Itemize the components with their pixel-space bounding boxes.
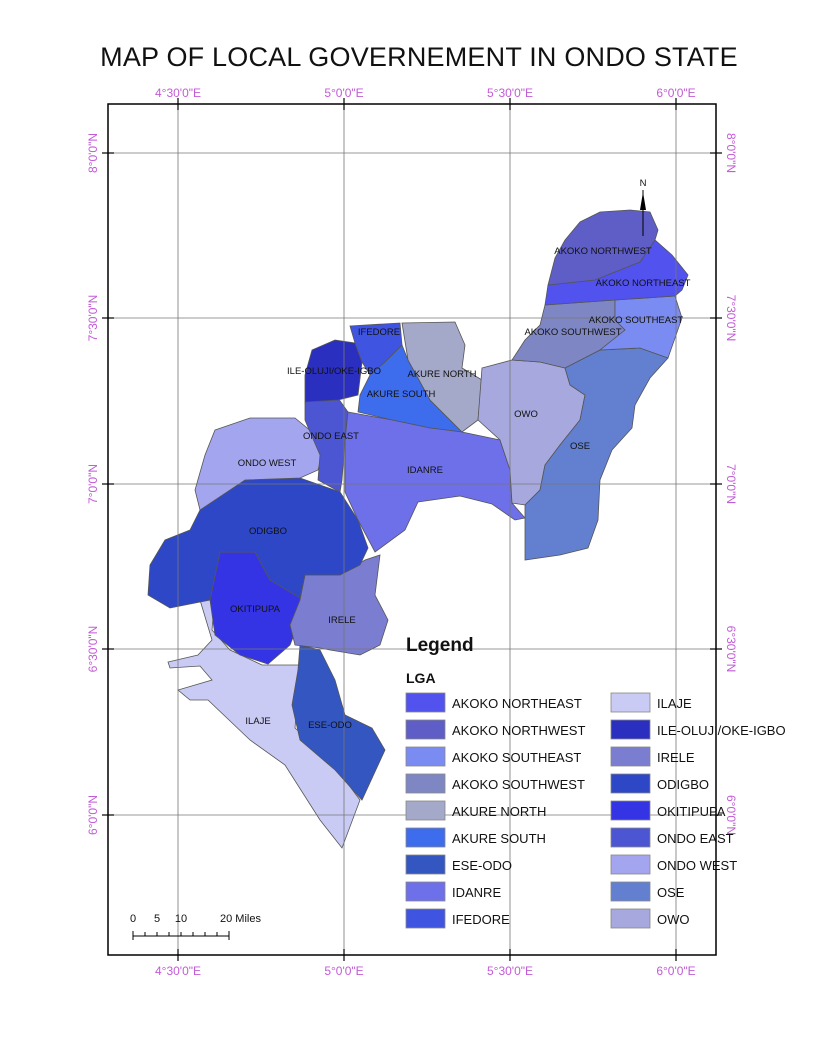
legend: Legend LGA AKOKO NORTHEAST AKOKO NORTHWES… [405,635,786,929]
lat-label-left-2: 7°30'0"N [86,295,100,342]
legend-swatch-odigbo [610,773,651,794]
legend-label-owo: OWO [657,912,690,927]
region-ondo-east[interactable] [304,397,349,493]
legend-title: Legend [406,635,474,656]
label-akoko-southwest: AKOKO SOUTHWEST [524,327,621,338]
lon-label-top-2: 5°0'0"E [324,86,363,100]
lat-label-left-5: 6°0'0"N [86,795,100,835]
lon-label-top-4: 6°0'0"E [656,86,695,100]
legend-label-ondo-west: ONDO WEST [657,858,737,873]
region-ose[interactable] [524,347,669,561]
legend-swatch-ose [610,881,651,902]
label-ondo-east: ONDO EAST [303,431,359,442]
legend-swatch-akoko-northwest [405,719,446,740]
legend-swatch-akoko-southeast [405,746,446,767]
region-ile-oluji[interactable] [304,339,363,403]
label-idanre: IDANRE [407,465,443,476]
label-okitipupa: OKITIPUPA [230,604,281,615]
north-arrow-icon: N [640,178,647,236]
label-akoko-northwest: AKOKO NORTHWEST [554,246,652,257]
label-akoko-northeast: AKOKO NORTHEAST [596,278,691,289]
label-ose: OSE [570,441,590,452]
legend-label-akoko-southwest: AKOKO SOUTHWEST [452,777,585,792]
legend-swatch-irele [610,746,651,767]
legend-label-ile-oluji-oke-igbo: ILE-OLUJI/OKE-IGBO [657,723,786,738]
legend-swatch-ondo-west [610,854,651,875]
lat-label-left-3: 7°0'0"N [86,464,100,504]
label-ilaje: ILAJE [245,716,270,727]
legend-swatch-akure-north [405,800,446,821]
label-ile-oluji: ILE-OLUJI/OKE-IGBO [287,366,381,377]
scale-label-20: 20 Miles [220,913,261,925]
north-arrow-label: N [640,178,647,189]
lat-label-left-4: 6°30'0"N [86,626,100,673]
legend-swatch-akure-south [405,827,446,848]
label-ese-odo: ESE-ODO [308,720,352,731]
label-irele: IRELE [328,615,355,626]
region-ese-odo[interactable] [291,644,386,801]
legend-label-akoko-northwest: AKOKO NORTHWEST [452,723,585,738]
region-idanre[interactable] [344,411,526,553]
lon-label-top-3: 5°30'0"E [487,86,533,100]
lga-regions [147,209,689,849]
scale-label-5: 5 [154,913,160,925]
label-ifedore: IFEDORE [358,327,400,338]
lon-label-bottom-1: 4°30'0"E [155,964,201,978]
legend-label-okitipupa: OKITIPUPA [657,804,726,819]
lga-labels: AKOKO NORTHWEST AKOKO NORTHEAST AKOKO SO… [230,246,691,731]
scale-label-10: 10 [175,913,187,925]
legend-swatch-okitipupa [610,800,651,821]
lon-label-top-1: 4°30'0"E [155,86,201,100]
legend-label-akure-north: AKURE NORTH [452,804,546,819]
legend-swatch-ondo-east [610,827,651,848]
lat-label-right-5: 6°0'0"N [724,795,738,835]
legend-label-akure-south: AKURE SOUTH [452,831,546,846]
lon-label-bottom-3: 5°30'0"E [487,964,533,978]
region-akoko-southeast[interactable] [598,295,683,359]
label-odigbo: ODIGBO [249,526,287,537]
map-title: MAP OF LOCAL GOVERNEMENT IN ONDO STATE [100,42,738,72]
legend-label-idanre: IDANRE [452,885,501,900]
label-owo: OWO [514,409,538,420]
legend-label-irele: IRELE [657,750,695,765]
scale-bar: 0 5 10 20 Miles [130,913,261,940]
region-akoko-northwest[interactable] [547,209,659,286]
legend-swatch-ifedore [405,908,446,929]
legend-swatch-akoko-southwest [405,773,446,794]
legend-label-odigbo: ODIGBO [657,777,709,792]
label-akoko-southeast: AKOKO SOUTHEAST [589,315,684,326]
lon-label-bottom-2: 5°0'0"E [324,964,363,978]
region-odigbo[interactable] [147,477,369,609]
lon-label-bottom-4: 6°0'0"E [656,964,695,978]
legend-swatch-ilaje [610,692,651,713]
legend-label-ose: OSE [657,885,685,900]
scale-label-0: 0 [130,913,136,925]
frame-ticks [102,98,722,961]
legend-label-ifedore: IFEDORE [452,912,510,927]
lat-label-right-4: 6°30'0"N [724,626,738,673]
legend-swatch-ile-oluji-oke-igbo [610,719,651,740]
lat-label-right-2: 7°30'0"N [724,295,738,342]
lat-label-left-1: 8°0'0"N [86,133,100,173]
label-ondo-west: ONDO WEST [238,458,297,469]
legend-swatch-idanre [405,881,446,902]
legend-swatch-ese-odo [405,854,446,875]
legend-subtitle: LGA [406,670,436,686]
legend-label-akoko-southeast: AKOKO SOUTHEAST [452,750,581,765]
legend-items: AKOKO NORTHEAST AKOKO NORTHWEST AKOKO SOUT… [405,692,786,929]
label-akure-north: AKURE NORTH [408,369,477,380]
legend-label-ondo-east: ONDO EAST [657,831,734,846]
legend-swatch-akoko-northeast [405,692,446,713]
label-akure-south: AKURE SOUTH [367,389,436,400]
region-irele[interactable] [289,554,389,656]
lat-label-right-3: 7°0'0"N [724,464,738,504]
lat-label-right-1: 8°0'0"N [724,133,738,173]
legend-label-akoko-northeast: AKOKO NORTHEAST [452,696,582,711]
legend-swatch-owo [610,908,651,929]
legend-label-ese-odo: ESE-ODO [452,858,512,873]
legend-label-ilaje: ILAJE [657,696,692,711]
